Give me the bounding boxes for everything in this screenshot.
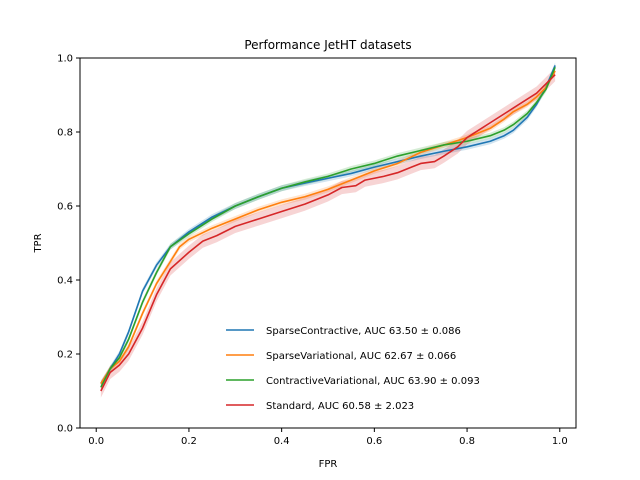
legend-label: Standard, AUC 60.58 ± 2.023 [266,401,414,412]
x-axis: 0.0 0.2 0.4 0.6 0.8 1.0 [88,428,568,447]
plot-frame [79,57,577,429]
y-tick-label: 0.4 [57,276,73,287]
legend-label: SparseVariational, AUC 62.67 ± 0.066 [266,351,456,362]
y-tick-label: 0.8 [57,128,73,139]
y-tick-label: 0.2 [57,350,73,361]
x-tick-label: 0.8 [459,436,475,447]
x-tick-label: 0.2 [181,436,197,447]
x-tick-label: 0.4 [274,436,290,447]
plot-area [80,58,576,428]
y-tick-label: 0.6 [57,202,73,213]
x-axis-label: FPR [319,459,338,470]
legend: SparseContractive, AUC 63.50 ± 0.086 Spar… [226,326,480,412]
line-series-1 [100,70,556,385]
line-series-3 [100,74,556,392]
x-tick-label: 0.0 [88,436,104,447]
legend-label: SparseContractive, AUC 63.50 ± 0.086 [266,326,461,337]
line-series-0 [100,65,556,385]
line-series-2 [100,66,556,388]
x-tick-label: 1.0 [552,436,568,447]
series-lines [100,65,556,392]
y-axis-label: TPR [33,233,44,253]
x-tick-label: 0.6 [366,436,382,447]
y-tick-label: 1.0 [57,54,73,65]
legend-label: ContractiveVariational, AUC 63.90 ± 0.09… [266,376,480,387]
chart-title: Performance JetHT datasets [244,38,411,52]
y-axis: 0.0 0.2 0.4 0.6 0.8 1.0 [57,54,80,435]
y-tick-label: 0.0 [57,424,73,435]
band-series-1 [100,67,556,387]
